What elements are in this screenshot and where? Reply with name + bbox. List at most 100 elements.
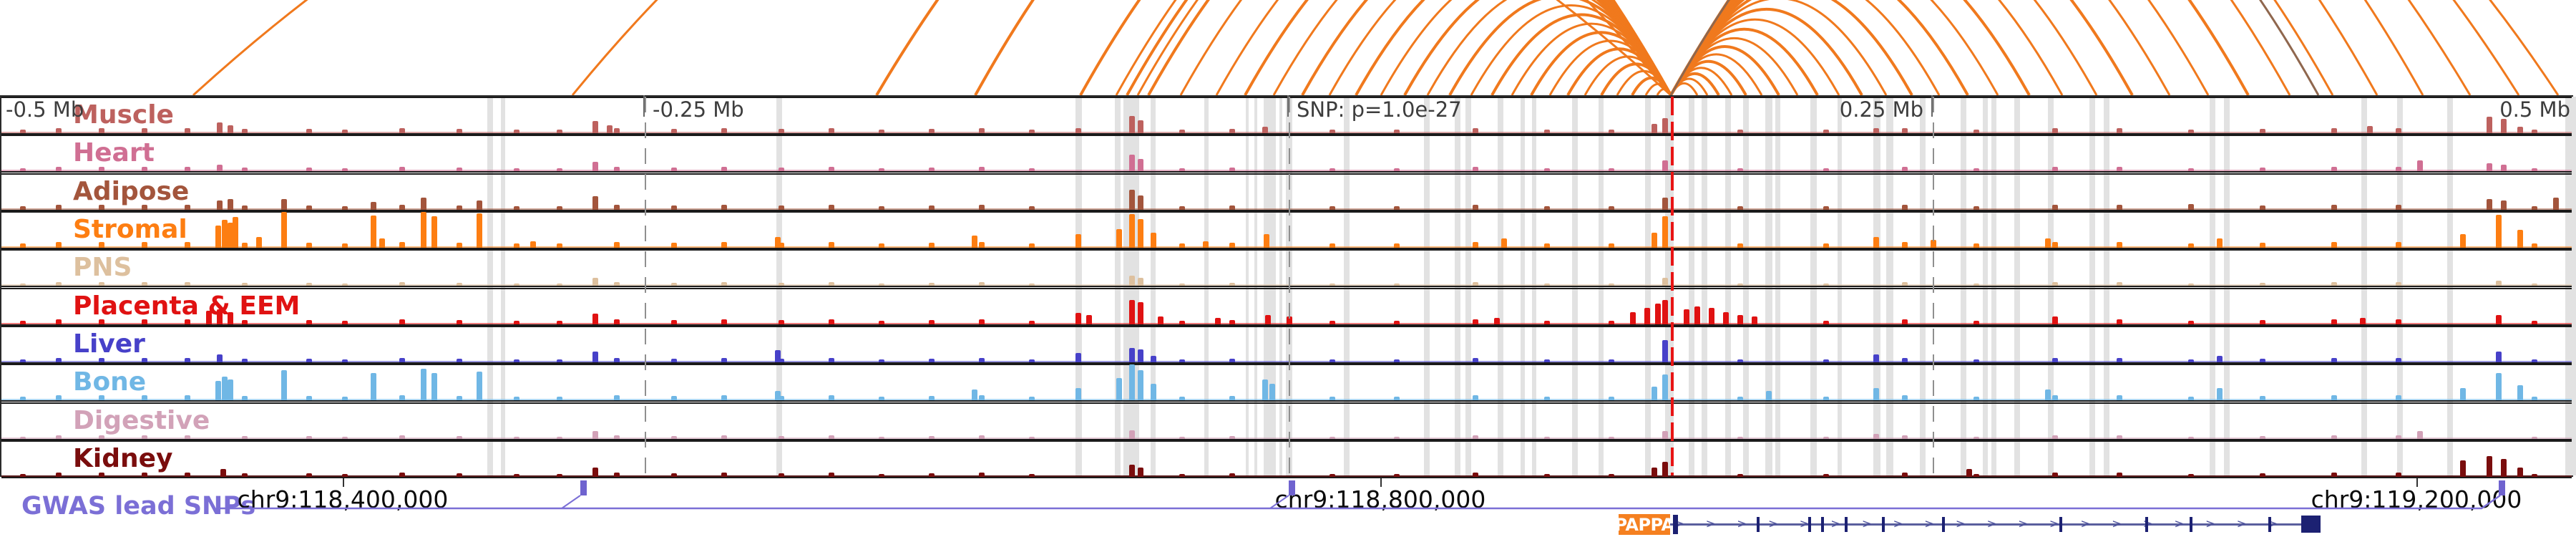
signal-bar [2117,395,2122,400]
interaction-arc [1671,0,2377,95]
signal-bar [2396,128,2401,133]
signal-bar [1330,168,1335,171]
signal-bar [514,474,519,477]
signal-bar [1902,435,1908,439]
signal-peak [1655,304,1661,324]
interaction-arc [877,0,1671,95]
signal-bar [399,435,405,439]
signal-bar [1029,359,1035,362]
signal-bar [306,168,312,171]
signal-bar [99,435,104,439]
signal-bar [557,359,562,362]
signal-bar [979,282,985,286]
signal-bar [671,473,677,477]
signal-peak [1129,155,1135,171]
signal-peak [477,200,482,210]
signal-peak [1138,195,1143,210]
signal-bar [2396,358,2401,362]
signal-bar [1029,474,1035,477]
signal-bar [1823,397,1829,400]
signal-bar [1737,284,1743,286]
signal-bar [20,243,26,248]
signal-bar [1544,359,1550,362]
signal-bar [1737,474,1743,477]
signal-bar [1544,321,1550,324]
signal-bar [1902,358,1908,362]
signal-bar [929,283,935,286]
signal-bar [1029,130,1035,133]
track-row: Muscle [1,97,2572,135]
signal-bar [1179,321,1185,324]
signal-peak [421,369,426,400]
signal-bar [557,437,562,439]
track-label: Muscle [73,100,174,130]
signal-peak [1662,118,1668,133]
signal-peak [607,125,613,133]
signal-peak [1203,241,1209,248]
signal-peak [1138,302,1143,324]
signal-peak [1138,120,1143,133]
signal-peak [1662,278,1668,286]
interaction-arc [1080,0,1671,95]
signal-bar [1609,284,1614,286]
signal-peak [431,216,437,248]
signal-bar [342,397,348,400]
signal-bar [614,205,620,210]
signal-baseline [1,170,2572,171]
signal-peak [1129,116,1135,133]
signal-bar [1229,283,1235,286]
signal-bar [1029,437,1035,439]
signal-bar [829,473,834,477]
signal-bar [1544,206,1550,210]
signal-bar [2052,242,2058,248]
axis-label: 0.25 Mb [1840,97,1923,122]
signal-peak [1116,229,1122,248]
track-label: Kidney [73,444,173,473]
signal-bar [2188,168,2194,171]
signal-bar [20,168,26,171]
track-label: Digestive [73,406,210,435]
signal-bar [242,473,248,477]
signal-peak [2517,230,2523,248]
signal-bar [1229,473,1235,477]
signal-bar [457,396,462,400]
signal-bar [2117,282,2122,286]
track-label: Stromal [73,215,187,244]
signal-bar [2331,473,2337,477]
signal-bar [979,319,985,324]
signal-bar [2532,359,2537,362]
signal-bar [306,396,312,400]
signal-bar [1737,168,1743,171]
signal-bar [1609,397,1614,400]
interaction-arc [1671,0,2519,95]
signal-bar [2188,130,2194,133]
signal-bar [2117,358,2122,362]
signal-peak [215,226,221,248]
signal-bar [1330,206,1335,210]
signal-bar [306,243,312,248]
interaction-arc [1646,84,1671,95]
signal-bar [306,473,312,477]
gene-name-box[interactable]: PAPPA [1619,514,1670,535]
signal-peak [1652,468,1657,477]
interaction-arc [1450,0,1671,95]
signal-bar [20,397,26,400]
interaction-arc [1601,64,1671,95]
track-area[interactable]: MuscleHeartAdiposeStromalPNSPlacenta & E… [0,95,2573,477]
interaction-arc [1671,74,1719,95]
signal-bar [829,128,834,133]
signal-bar [457,320,462,324]
interaction-arc [1671,0,2097,95]
signal-bar [879,359,884,362]
signal-bar [557,130,562,133]
signal-bar [1737,243,1743,248]
signal-peak [228,379,233,400]
signal-bar [1544,397,1550,400]
signal-bar [671,283,677,286]
signal-peak [1075,234,1081,248]
signal-peak [1723,312,1729,324]
signal-bar [514,359,519,362]
signal-peak [1138,159,1143,171]
signal-bar [1823,359,1829,362]
interaction-arc [1127,0,1671,95]
